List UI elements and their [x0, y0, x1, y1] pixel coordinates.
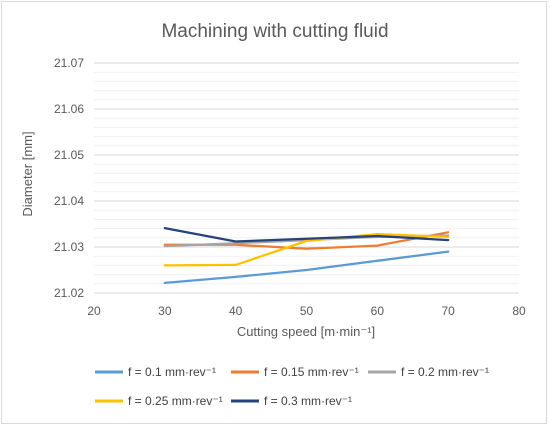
- y-tick-label: 21.05: [54, 148, 84, 162]
- legend-item: f = 0.1 mm·rev⁻¹: [95, 365, 216, 379]
- legend-item: f = 0.25 mm·rev⁻¹: [95, 394, 223, 408]
- y-tick-label: 21.02: [54, 286, 84, 300]
- legend-label: f = 0.1 mm·rev⁻¹: [128, 365, 216, 379]
- x-tick-label: 40: [229, 304, 243, 318]
- legend-item: f = 0.2 mm·rev⁻¹: [368, 365, 489, 379]
- y-tick-labels: 21.02 21.03 21.04 21.05 21.06 21.07: [54, 56, 84, 300]
- x-axis-label: Cutting speed [m·min⁻¹]: [237, 324, 375, 339]
- x-tick-label: 30: [158, 304, 172, 318]
- x-tick-labels: 20 30 40 50 60 70 80: [87, 304, 526, 318]
- y-tick-label: 21.07: [54, 56, 84, 70]
- series-line-5: [163, 226, 450, 243]
- y-tick-label: 21.04: [54, 194, 84, 208]
- y-axis-label: Diameter [mm]: [20, 131, 35, 216]
- x-tick-label: 50: [300, 304, 314, 318]
- chart-title: Machining with cutting fluid: [161, 21, 388, 42]
- series-lines: [163, 226, 450, 285]
- legend-item: f = 0.15 mm·rev⁻¹: [231, 365, 359, 379]
- x-tick-label: 20: [87, 304, 101, 318]
- series-line-4: [163, 232, 450, 267]
- legend-label: f = 0.3 mm·rev⁻¹: [264, 394, 352, 408]
- x-tick-label: 80: [512, 304, 526, 318]
- legend-label: f = 0.25 mm·rev⁻¹: [128, 394, 223, 408]
- series-line-1: [163, 250, 450, 285]
- y-tick-label: 21.06: [54, 102, 84, 116]
- y-tick-label: 21.03: [54, 240, 84, 254]
- grid-lines: [94, 62, 519, 294]
- legend: f = 0.1 mm·rev⁻¹ f = 0.15 mm·rev⁻¹ f = 0.2…: [95, 365, 489, 408]
- x-tick-label: 60: [371, 304, 385, 318]
- x-tick-label: 70: [441, 304, 455, 318]
- legend-label: f = 0.15 mm·rev⁻¹: [264, 365, 359, 379]
- legend-label: f = 0.2 mm·rev⁻¹: [401, 365, 489, 379]
- legend-item: f = 0.3 mm·rev⁻¹: [231, 394, 352, 408]
